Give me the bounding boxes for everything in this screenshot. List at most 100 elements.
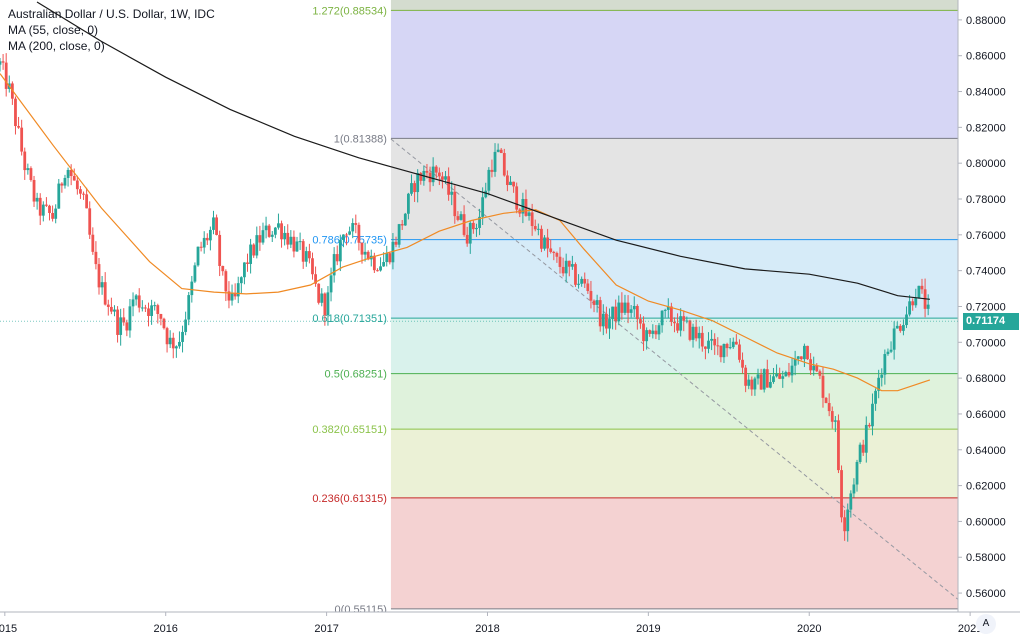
- candle-body: [23, 151, 27, 171]
- candle-body: [666, 306, 670, 310]
- candle-body: [883, 354, 887, 375]
- y-tick-label: 0.72000: [966, 301, 1006, 313]
- candle-body: [332, 254, 336, 276]
- candle-body: [713, 338, 717, 346]
- candle-body: [886, 351, 890, 355]
- candle-body: [657, 325, 661, 335]
- candle-body: [360, 242, 364, 255]
- candle-body: [688, 320, 692, 340]
- candle-body: [775, 374, 778, 377]
- candle-body: [444, 176, 447, 180]
- candle-body: [570, 264, 574, 267]
- candle-body: [685, 320, 689, 322]
- candle-body: [911, 301, 915, 306]
- candle-body: [567, 260, 571, 267]
- candle-body: [441, 176, 444, 180]
- candle-body: [385, 253, 389, 263]
- candle-body: [852, 484, 856, 494]
- candle-body: [357, 224, 361, 243]
- candle-body: [536, 228, 540, 230]
- candle-body: [512, 181, 515, 187]
- fib-top-band: [390, 0, 971, 11]
- fib-level-label-2: 0.786(0.75735): [312, 235, 387, 247]
- candle-body: [289, 236, 293, 245]
- candle-body: [437, 172, 441, 177]
- y-tick-label: 0.66000: [966, 409, 1006, 421]
- candle-body: [431, 166, 435, 183]
- candle-body: [187, 295, 191, 320]
- x-tick-label: 2015: [0, 623, 17, 635]
- candle-body: [184, 319, 188, 332]
- candle-body: [577, 283, 580, 285]
- candle-body: [230, 292, 234, 301]
- candle-body: [283, 232, 287, 240]
- candle-body: [277, 223, 280, 228]
- candle-body: [79, 189, 82, 194]
- candle-body: [561, 266, 565, 274]
- candle-body: [796, 356, 800, 359]
- candle-body: [821, 375, 825, 398]
- candle-body: [100, 282, 104, 288]
- candle-body: [270, 234, 274, 237]
- candle-body: [914, 298, 918, 306]
- y-tick-label: 0.64000: [966, 445, 1006, 457]
- candle-body: [14, 98, 17, 127]
- candle-body: [323, 293, 327, 316]
- candle-body: [864, 424, 868, 453]
- candle-body: [181, 331, 184, 342]
- x-tick-label: 2020: [797, 623, 821, 635]
- candle-body: [846, 509, 850, 532]
- candle-body: [787, 372, 791, 376]
- candle-body: [719, 345, 723, 358]
- candle-body: [707, 340, 710, 349]
- y-tick-label: 0.86000: [966, 51, 1006, 63]
- candle-body: [0, 61, 2, 65]
- auto-scale-button[interactable]: A: [976, 614, 996, 634]
- candle-body: [119, 317, 123, 335]
- y-tick-label: 0.84000: [966, 87, 1006, 99]
- candle-body: [150, 305, 154, 316]
- x-tick-label: 2019: [636, 623, 660, 635]
- ma200-line: [36, 1, 930, 300]
- candle-body: [106, 304, 110, 307]
- candle-body: [710, 338, 713, 341]
- y-tick-label: 0.58000: [966, 552, 1006, 564]
- candle-body: [694, 326, 698, 339]
- x-tick-label: 2016: [153, 623, 177, 635]
- fib-zone-2: [390, 239, 971, 319]
- candle-body: [704, 346, 707, 349]
- candle-body: [397, 224, 401, 245]
- candle-body: [617, 302, 621, 322]
- candle-body: [728, 347, 732, 349]
- candle-body: [134, 295, 138, 300]
- candle-body: [425, 170, 429, 173]
- candle-body: [753, 378, 757, 390]
- candle-body: [258, 235, 262, 243]
- candle-body: [772, 376, 775, 382]
- price-axis-bg: [958, 0, 1020, 612]
- candle-body: [38, 197, 42, 216]
- candle-body: [648, 330, 652, 334]
- candle-body: [877, 377, 881, 391]
- candle-body: [583, 278, 587, 284]
- fib-zone-0: [390, 10, 971, 139]
- candle-body: [317, 283, 321, 303]
- y-tick-label: 0.60000: [966, 516, 1006, 528]
- candle-body: [506, 175, 509, 186]
- candle-body: [809, 359, 813, 371]
- trend-line: [390, 138, 971, 610]
- fib-zone-6: [390, 497, 971, 609]
- candle-body: [137, 295, 141, 308]
- candle-body: [608, 319, 611, 329]
- candle-body: [57, 183, 61, 209]
- candle-body: [335, 254, 339, 262]
- candle-body: [738, 344, 741, 360]
- candle-body: [462, 214, 466, 235]
- candle-body: [806, 345, 809, 360]
- candle-body: [620, 302, 624, 313]
- fib-level-label-3: 0.618(0.71351): [312, 313, 387, 325]
- candle-body: [889, 349, 893, 352]
- candle-body: [221, 265, 225, 272]
- candle-body: [892, 328, 896, 350]
